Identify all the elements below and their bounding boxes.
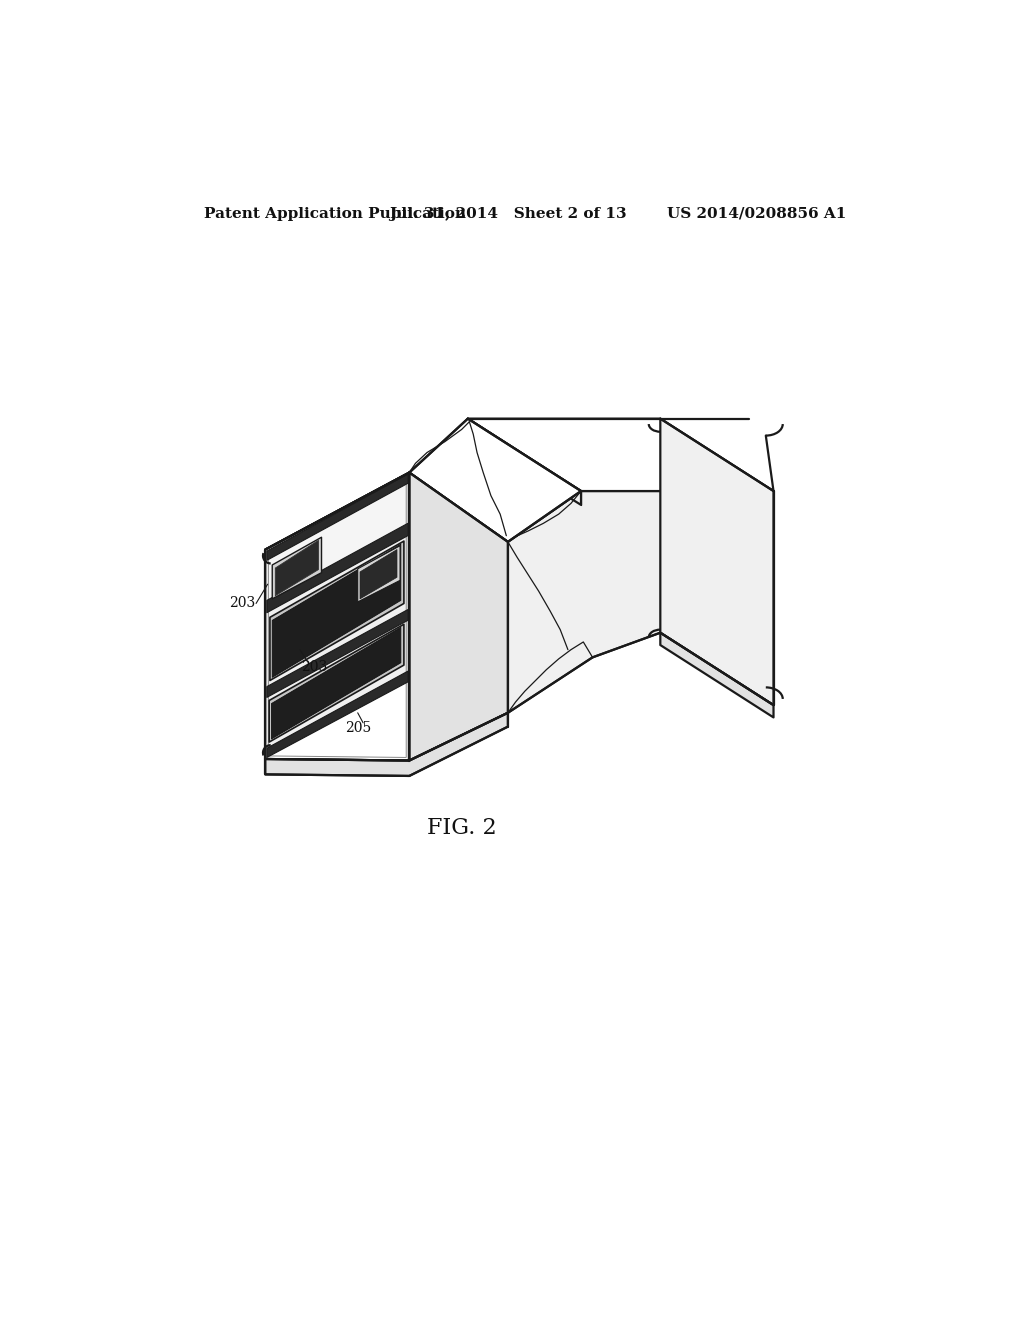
Text: 203: 203 xyxy=(229,597,255,610)
Text: FIG. 2: FIG. 2 xyxy=(427,817,497,840)
Polygon shape xyxy=(270,541,403,681)
Text: US 2014/0208856 A1: US 2014/0208856 A1 xyxy=(668,207,847,220)
Polygon shape xyxy=(410,418,581,543)
Text: 205: 205 xyxy=(345,721,372,735)
Polygon shape xyxy=(267,610,408,697)
Polygon shape xyxy=(265,473,410,760)
Polygon shape xyxy=(267,474,408,560)
Polygon shape xyxy=(272,544,400,677)
Polygon shape xyxy=(265,713,508,776)
Polygon shape xyxy=(660,632,773,718)
Text: Jul. 31, 2014   Sheet 2 of 13: Jul. 31, 2014 Sheet 2 of 13 xyxy=(389,207,627,220)
Polygon shape xyxy=(269,624,403,742)
Polygon shape xyxy=(267,483,408,601)
Polygon shape xyxy=(468,418,581,506)
Polygon shape xyxy=(267,536,408,686)
Polygon shape xyxy=(410,473,508,760)
Text: Patent Application Publication: Patent Application Publication xyxy=(204,207,466,220)
Polygon shape xyxy=(267,524,408,612)
Polygon shape xyxy=(357,545,400,602)
Polygon shape xyxy=(660,418,773,705)
Polygon shape xyxy=(272,537,322,599)
Polygon shape xyxy=(271,627,400,739)
Polygon shape xyxy=(267,620,408,748)
Polygon shape xyxy=(267,671,408,758)
Polygon shape xyxy=(468,418,773,491)
Polygon shape xyxy=(360,549,397,599)
Text: 203: 203 xyxy=(301,660,327,673)
Polygon shape xyxy=(265,473,508,607)
Polygon shape xyxy=(275,540,318,595)
Polygon shape xyxy=(508,491,773,713)
